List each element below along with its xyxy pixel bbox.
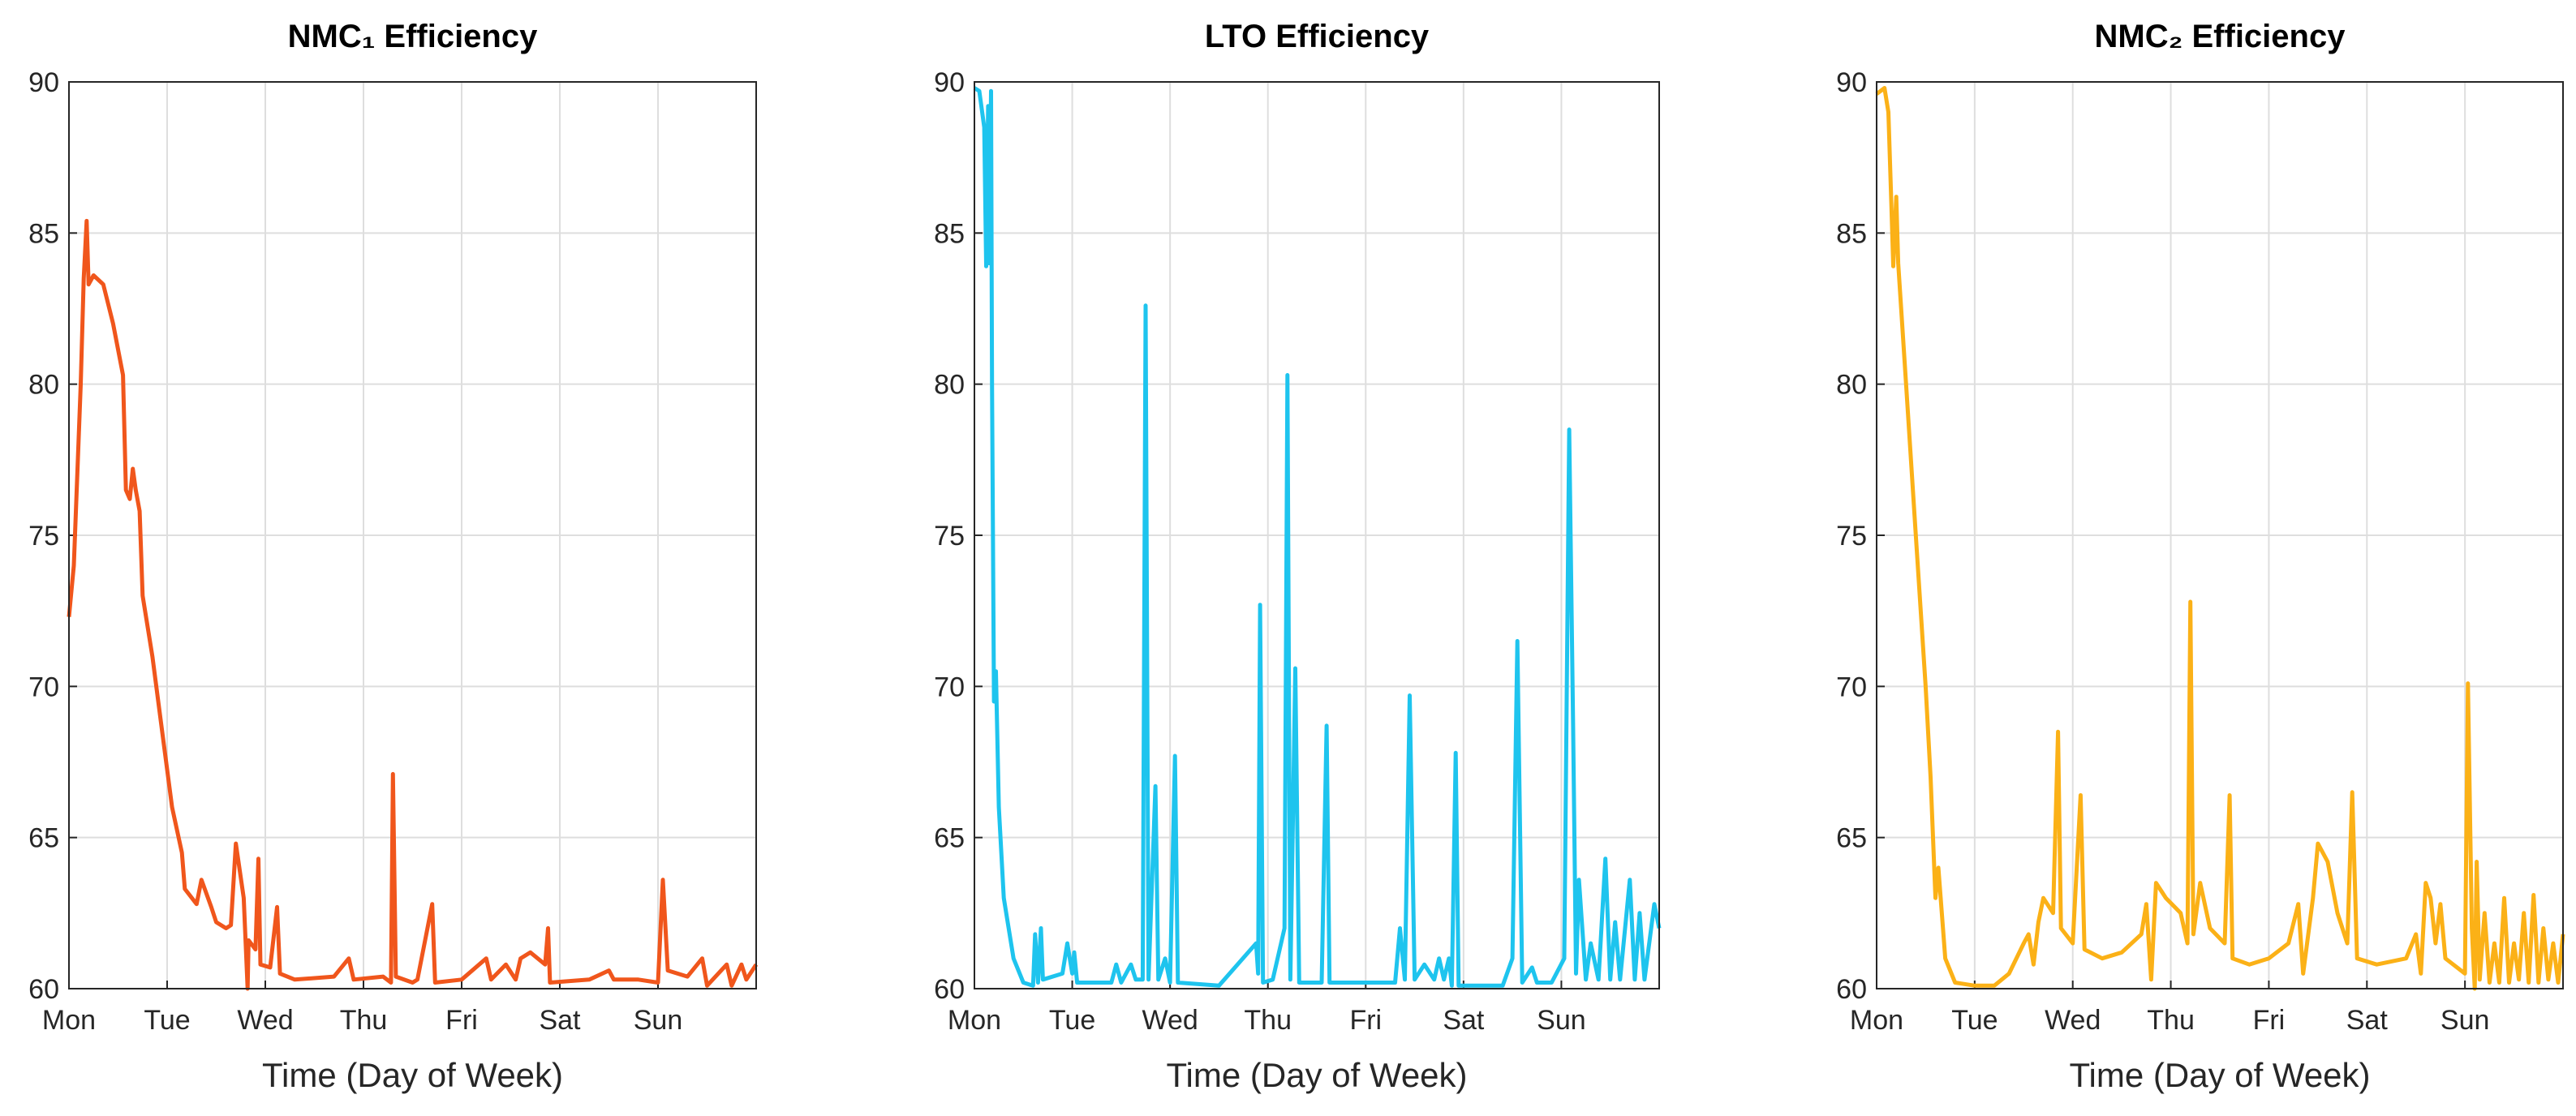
y-tick-label: 75 xyxy=(1836,521,1867,552)
y-tick-label: 60 xyxy=(934,974,965,1005)
y-tick-label: 90 xyxy=(28,67,59,98)
y-tick-label: 75 xyxy=(934,521,965,552)
y-tick-label: 80 xyxy=(1836,370,1867,401)
x-tick-label: Sat xyxy=(1443,1005,1485,1036)
y-tick-label: 70 xyxy=(1836,672,1867,702)
y-tick-label: 70 xyxy=(934,672,965,702)
y-tick-label: 80 xyxy=(934,370,965,401)
data-line xyxy=(973,86,1662,988)
x-tick-label: Sun xyxy=(2441,1005,2490,1036)
y-tick-label: 90 xyxy=(934,67,965,98)
x-tick-label: Mon xyxy=(1850,1005,1903,1036)
x-tick-label: Sat xyxy=(2346,1005,2389,1036)
x-tick-label: Sun xyxy=(1537,1005,1586,1036)
x-tick-label: Fri xyxy=(1349,1005,1382,1036)
axes-box xyxy=(68,81,757,989)
x-tick-label: Wed xyxy=(2045,1005,2101,1036)
x-tick-label: Fri xyxy=(2253,1005,2286,1036)
y-tick-label: 85 xyxy=(28,218,59,249)
x-tick-label: Mon xyxy=(42,1005,96,1036)
y-tick-label: 65 xyxy=(1836,823,1867,854)
x-tick-label: Thu xyxy=(2147,1005,2195,1036)
x-tick-label: Thu xyxy=(340,1005,388,1036)
x-tick-label: Tue xyxy=(144,1005,190,1036)
x-tick-label: Sun xyxy=(634,1005,683,1036)
y-tick-label: 65 xyxy=(28,823,59,854)
axes-box xyxy=(974,81,1660,989)
chart-title: NMC₂ Efficiency xyxy=(2095,19,2346,54)
y-tick-label: 60 xyxy=(28,974,59,1005)
x-axis-label: Time (Day of Week) xyxy=(262,1056,563,1094)
axes-box xyxy=(1876,81,2564,989)
y-tick-label: 80 xyxy=(28,370,59,401)
x-tick-label: Thu xyxy=(1244,1005,1292,1036)
x-tick-label: Wed xyxy=(1142,1005,1198,1036)
y-tick-label: 85 xyxy=(934,218,965,249)
x-tick-label: Tue xyxy=(1049,1005,1095,1036)
chart-title: LTO Efficiency xyxy=(1205,19,1430,54)
y-tick-label: 60 xyxy=(1836,974,1867,1005)
x-tick-label: Mon xyxy=(948,1005,1001,1036)
data-line xyxy=(67,218,759,991)
y-tick-label: 65 xyxy=(934,823,965,854)
x-tick-label: Sat xyxy=(539,1005,581,1036)
chart-title: NMC₁ Efficiency xyxy=(288,19,538,54)
x-tick-label: Fri xyxy=(445,1005,478,1036)
y-tick-label: 70 xyxy=(28,672,59,702)
x-tick-label: Wed xyxy=(237,1005,293,1036)
data-line xyxy=(1875,86,2565,991)
y-tick-label: 85 xyxy=(1836,218,1867,249)
x-tick-label: Tue xyxy=(1951,1005,1998,1036)
y-tick-label: 90 xyxy=(1836,67,1867,98)
x-axis-label: Time (Day of Week) xyxy=(2069,1056,2370,1094)
x-axis-label: Time (Day of Week) xyxy=(1166,1056,1467,1094)
y-tick-label: 75 xyxy=(28,521,59,552)
